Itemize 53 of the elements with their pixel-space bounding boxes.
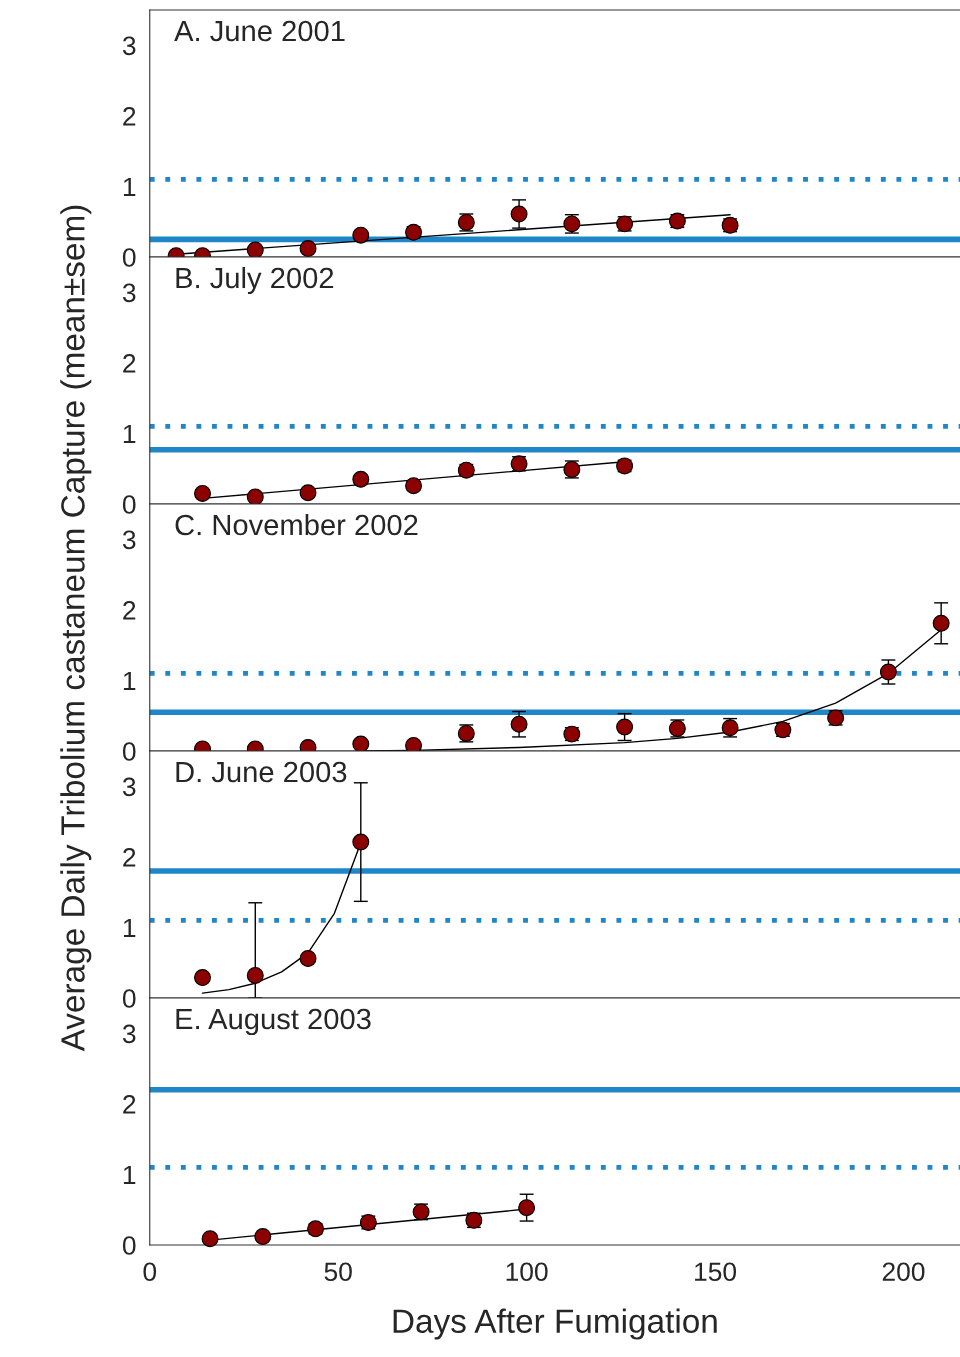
y-tick-label: 2	[123, 848, 136, 867]
y-tick-label: 1	[123, 671, 136, 691]
y-tick-label: 0	[122, 495, 136, 514]
point	[405, 477, 423, 495]
y-tick-label: 2	[123, 601, 136, 620]
y-tick-label: 2	[123, 1095, 136, 1114]
y-tick-label: 1	[123, 177, 136, 197]
point	[518, 1199, 536, 1217]
point	[879, 663, 897, 681]
x-tick-label: 100	[506, 1262, 548, 1282]
y-axis-title: Average Daily Tribolium castaneum Capture (mean±sem)	[60, 205, 92, 1052]
y-tick-label: 2	[123, 354, 136, 373]
chart-title: B. July 2002	[176, 266, 334, 295]
chart-title: A. June 2001	[174, 20, 345, 42]
point	[246, 488, 264, 506]
point	[352, 226, 370, 244]
point	[201, 1230, 219, 1248]
y-tick-label: 3	[122, 1024, 136, 1044]
chart-title: E. August 2003	[176, 1008, 371, 1036]
point	[352, 470, 370, 488]
x-tick-label: 150	[695, 1262, 737, 1282]
point	[510, 715, 528, 733]
y-tick-label: 1	[123, 918, 136, 938]
point	[194, 969, 211, 987]
chart-title: D. June 2003	[176, 761, 347, 783]
x-tick-label: 50	[324, 1262, 352, 1282]
y-tick-label: 3	[122, 777, 136, 797]
y-tick-label: 0	[122, 248, 136, 267]
y-tick-label: 3	[122, 283, 136, 303]
point	[510, 205, 528, 223]
y-tick-label: 0	[122, 989, 136, 1008]
point	[352, 735, 370, 753]
x-axis-title: Days After Fumigation	[393, 1308, 717, 1340]
point	[932, 614, 950, 632]
chart-title: C. November 2002	[175, 513, 418, 536]
point	[254, 1228, 272, 1246]
point	[194, 484, 211, 502]
point	[352, 833, 370, 851]
y-tick-label: 1	[123, 424, 136, 444]
point	[246, 241, 264, 259]
point	[299, 240, 317, 258]
y-tick-label: 0	[122, 742, 136, 761]
x-tick-label: 200	[882, 1262, 925, 1282]
y-tick-label: 3	[122, 530, 136, 550]
point	[299, 950, 317, 967]
x-tick-label: 0	[143, 1262, 157, 1282]
point	[616, 718, 634, 736]
point	[299, 484, 317, 502]
point	[246, 966, 264, 984]
y-tick-label: 0	[122, 1236, 136, 1255]
y-tick-label: 1	[123, 1165, 136, 1185]
y-tick-label: 2	[123, 107, 136, 126]
y-tick-label: 3	[122, 36, 136, 56]
